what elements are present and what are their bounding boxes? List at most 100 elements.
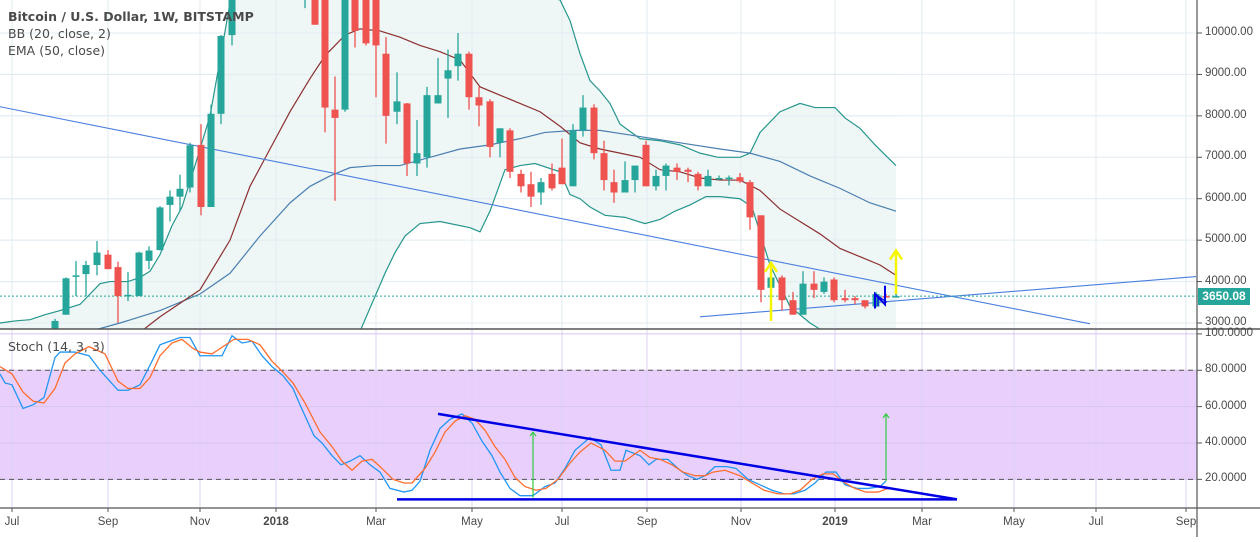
candle[interactable]: [810, 271, 818, 299]
candle[interactable]: [621, 161, 629, 193]
candle-body: [830, 279, 838, 301]
candle-body: [810, 283, 818, 290]
candle-body: [537, 182, 545, 193]
candle[interactable]: [662, 163, 670, 191]
candle-body: [579, 107, 587, 131]
candle[interactable]: [673, 163, 681, 181]
price-pane[interactable]: [0, 0, 1197, 373]
candle[interactable]: [362, 0, 370, 46]
candle[interactable]: [228, 0, 236, 46]
candle[interactable]: [217, 35, 225, 125]
candle[interactable]: [475, 86, 483, 127]
candle[interactable]: [186, 142, 194, 193]
candle[interactable]: [861, 300, 869, 309]
candle[interactable]: [393, 72, 401, 125]
price-axis-label: 8000.00: [1205, 108, 1247, 121]
candle-body: [403, 103, 411, 164]
candle[interactable]: [423, 86, 431, 168]
candle[interactable]: [413, 120, 421, 176]
candle[interactable]: [135, 251, 143, 297]
candle[interactable]: [736, 173, 744, 183]
candle[interactable]: [579, 95, 587, 137]
time-axis-label: 2018: [263, 516, 289, 528]
candle[interactable]: [93, 240, 101, 276]
candle[interactable]: [444, 49, 452, 118]
candle[interactable]: [789, 291, 797, 315]
candle[interactable]: [145, 246, 153, 270]
candle[interactable]: [746, 180, 754, 230]
candle[interactable]: [331, 76, 339, 201]
candle[interactable]: [517, 169, 525, 193]
candle[interactable]: [590, 104, 598, 160]
candle[interactable]: [114, 261, 122, 324]
candle-body: [186, 145, 194, 188]
candle[interactable]: [642, 140, 650, 187]
price-axis-label: 10000.00: [1205, 26, 1253, 38]
candle[interactable]: [715, 175, 723, 181]
yellow-arrow-up-icon[interactable]: [888, 248, 904, 295]
candle[interactable]: [382, 37, 390, 144]
candle[interactable]: [851, 296, 859, 305]
candle[interactable]: [548, 163, 556, 191]
ema-line: [143, 28, 897, 329]
candle[interactable]: [156, 206, 164, 251]
candle[interactable]: [321, 0, 329, 133]
candle[interactable]: [72, 260, 80, 297]
ascending-trendline[interactable]: [699, 276, 1197, 318]
candle[interactable]: [486, 99, 494, 158]
candle[interactable]: [207, 104, 215, 208]
green-arrow-up-icon[interactable]: [529, 431, 537, 498]
candle[interactable]: [341, 0, 349, 112]
candle[interactable]: [652, 169, 660, 191]
candle[interactable]: [841, 289, 849, 303]
candle[interactable]: [892, 294, 900, 298]
candle[interactable]: [830, 277, 838, 303]
stoch-indicator-label[interactable]: Stoch (14, 3, 3): [8, 339, 105, 354]
drawing-marks: [874, 285, 888, 309]
candle[interactable]: [820, 277, 828, 295]
candle[interactable]: [569, 124, 577, 187]
candle[interactable]: [694, 171, 702, 191]
candle-body: [93, 252, 101, 266]
candle[interactable]: [527, 171, 535, 208]
candle[interactable]: [311, 0, 319, 25]
candle-body: [124, 294, 132, 297]
candle[interactable]: [725, 175, 733, 186]
candle[interactable]: [778, 275, 786, 311]
candle[interactable]: [104, 250, 112, 270]
yellow-arrow-up-icon[interactable]: [763, 260, 779, 321]
candle[interactable]: [631, 165, 639, 193]
stoch-pane[interactable]: [0, 330, 1197, 507]
candle[interactable]: [537, 178, 545, 205]
candle[interactable]: [506, 128, 514, 179]
candle[interactable]: [465, 51, 473, 110]
green-arrow-up-icon[interactable]: [882, 412, 890, 482]
candle[interactable]: [62, 277, 70, 315]
candle-body: [694, 173, 702, 187]
candle[interactable]: [124, 272, 132, 302]
candle[interactable]: [799, 271, 807, 315]
candle[interactable]: [197, 124, 205, 216]
candle[interactable]: [51, 318, 59, 336]
candle[interactable]: [704, 169, 712, 187]
candle[interactable]: [166, 190, 174, 222]
candle[interactable]: [496, 128, 504, 158]
candle[interactable]: [434, 57, 442, 104]
candle[interactable]: [684, 167, 692, 183]
candle[interactable]: [82, 260, 90, 297]
candle[interactable]: [610, 169, 618, 203]
candle-body: [789, 300, 797, 315]
candle[interactable]: [176, 174, 184, 212]
stoch-upper-trendline[interactable]: [437, 412, 958, 501]
candle[interactable]: [757, 215, 765, 303]
candle-body: [372, 0, 380, 46]
candle[interactable]: [351, 0, 359, 48]
candle[interactable]: [372, 0, 380, 98]
candle[interactable]: [558, 138, 566, 185]
descending-trendline[interactable]: [0, 106, 1091, 325]
candle[interactable]: [600, 140, 608, 191]
candle[interactable]: [454, 33, 462, 81]
candle[interactable]: [403, 103, 411, 176]
